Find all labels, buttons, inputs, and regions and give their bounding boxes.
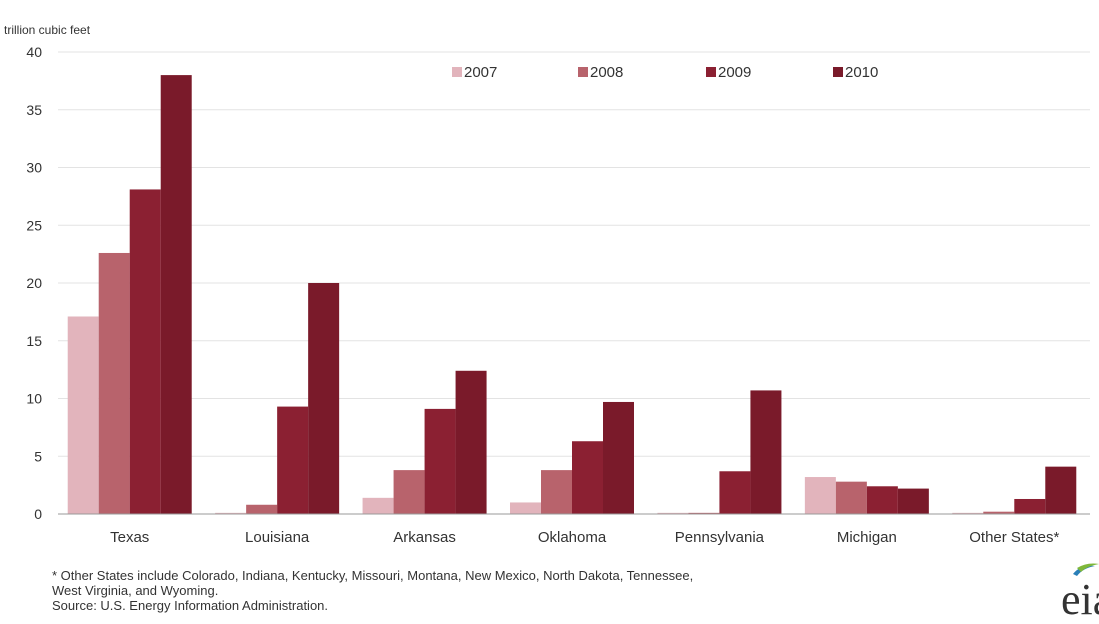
- bar-michigan-2008: [835, 481, 867, 514]
- bar-oklahoma-2009: [572, 441, 603, 514]
- bar-michigan-2009: [866, 486, 898, 514]
- legend-label-2007: 2007: [464, 64, 497, 81]
- bar-other-states-2008: [983, 511, 1015, 514]
- bar-louisiana-2008: [246, 504, 278, 514]
- y-tick-label: 5: [34, 448, 42, 464]
- legend-label-2009: 2009: [718, 64, 751, 81]
- bar-other-states-2007: [952, 512, 984, 514]
- gridlines: [58, 51, 1090, 457]
- x-tick-label: Texas: [110, 529, 149, 546]
- bar-oklahoma-2007: [510, 502, 541, 514]
- y-tick-label: 20: [26, 275, 42, 291]
- x-axis-ticks: Texas Louisiana Arkansas Oklahoma Pennsylvan…: [110, 529, 1059, 546]
- x-tick-label: Louisiana: [245, 529, 310, 546]
- bar-arkansas-2008: [393, 470, 425, 514]
- bar-texas-2009: [129, 189, 161, 514]
- legend: 2007 2008 2009 2010: [452, 64, 878, 81]
- bar-michigan-2007: [804, 477, 836, 514]
- bar-texas-2010: [160, 75, 192, 514]
- x-tick-label: Pennsylvania: [675, 529, 765, 546]
- bar-other-states-2009: [1014, 498, 1046, 514]
- eia-logo-text: eia: [1061, 575, 1099, 624]
- bar-arkansas-2007: [362, 497, 394, 514]
- bar-louisiana-2009: [277, 406, 309, 514]
- y-tick-label: 0: [34, 506, 42, 522]
- y-axis-label: trillion cubic feet: [4, 23, 91, 37]
- legend-label-2010: 2010: [845, 64, 878, 81]
- bar-oklahoma-2008: [541, 470, 572, 514]
- x-tick-label: Michigan: [837, 529, 897, 546]
- bar-texas-2007: [67, 316, 99, 514]
- bar-other-states-2010: [1045, 466, 1077, 514]
- footnote-other-states-line2: West Virginia, and Wyoming.: [52, 583, 219, 598]
- legend-label-2008: 2008: [590, 64, 623, 81]
- bar-texas-2008: [98, 252, 130, 514]
- legend-swatch-2010: [833, 67, 843, 77]
- x-tick-label: Other States*: [969, 529, 1059, 546]
- bar-louisiana-2010: [308, 283, 340, 514]
- bar-arkansas-2009: [424, 408, 456, 514]
- eia-logo: eia: [1059, 560, 1099, 624]
- y-tick-label: 25: [26, 217, 42, 233]
- footnote: * Other States include Colorado, Indiana…: [52, 568, 1042, 613]
- bar-michigan-2010: [897, 488, 929, 514]
- footnote-source: Source: U.S. Energy Information Administ…: [52, 598, 329, 613]
- bar-oklahoma-2010: [603, 401, 634, 514]
- bar-pennsylvania-2008: [688, 512, 720, 514]
- bar-pennsylvania-2007: [657, 512, 689, 514]
- y-axis-ticks: 0 5 10 15 20 25 30 35 40: [26, 44, 42, 522]
- bars: [67, 75, 1077, 514]
- bar-pennsylvania-2010: [750, 390, 782, 514]
- legend-swatch-2007: [452, 67, 462, 77]
- y-tick-label: 35: [26, 102, 42, 118]
- y-tick-label: 15: [26, 333, 42, 349]
- x-tick-label: Arkansas: [393, 529, 456, 546]
- bar-pennsylvania-2009: [719, 471, 751, 514]
- legend-swatch-2008: [578, 67, 588, 77]
- legend-swatch-2009: [706, 67, 716, 77]
- y-tick-label: 10: [26, 391, 42, 407]
- footnote-other-states-line1: * Other States include Colorado, Indiana…: [52, 568, 694, 583]
- x-tick-label: Oklahoma: [538, 529, 607, 546]
- bar-louisiana-2007: [215, 512, 247, 514]
- y-tick-label: 40: [26, 44, 42, 60]
- y-tick-label: 30: [26, 160, 42, 176]
- bar-arkansas-2010: [455, 370, 487, 514]
